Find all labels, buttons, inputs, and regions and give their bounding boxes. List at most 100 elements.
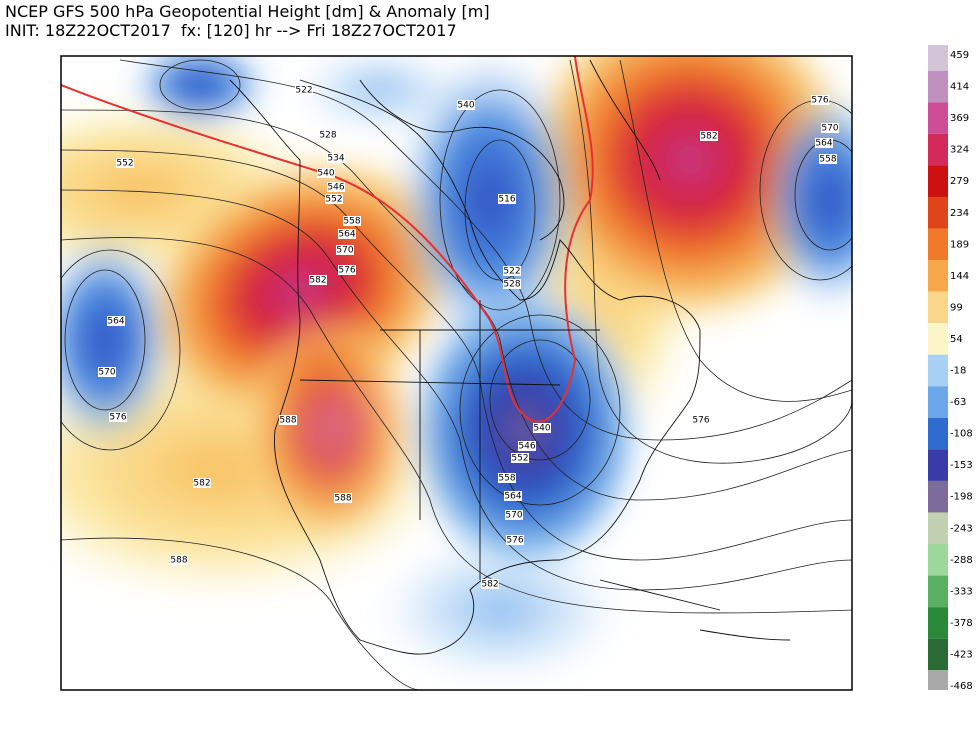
contour-label: 546	[518, 442, 535, 452]
contour-label: 540	[457, 101, 474, 111]
contour-label: 576	[338, 266, 355, 276]
colorbar-box	[928, 607, 948, 639]
contour-label-bg	[511, 453, 529, 463]
colorbar-box	[928, 386, 948, 418]
colorbar-label: 234	[950, 208, 969, 219]
colorbar-box	[928, 70, 948, 103]
contour-label: 582	[481, 580, 498, 590]
contour-label: 552	[325, 195, 342, 205]
colorbar-label: 54	[950, 334, 963, 345]
contour-label: 564	[107, 317, 124, 327]
contour-label: 546	[327, 183, 344, 193]
contour-label: 570	[98, 368, 115, 378]
colorbar-label: -378	[950, 618, 973, 629]
contour-label: 528	[503, 280, 520, 290]
contour-label-bg	[98, 367, 116, 377]
contour-label-bg	[116, 158, 134, 168]
colorbar-box	[928, 291, 948, 324]
contour-label-bg	[692, 415, 710, 425]
contour-label-bg	[819, 154, 837, 164]
title: NCEP GFS 500 hPa Geopotential Height [dm…	[5, 2, 490, 21]
contour-label: 588	[279, 416, 296, 426]
colorbar: 459 414 369 324 279 234 189 144 99 54 -18 -63 -108 -1…	[928, 45, 973, 692]
contour-label-bg	[503, 266, 521, 276]
contour-label-bg	[338, 265, 356, 275]
contour-label-bg	[815, 138, 833, 148]
colorbar-label: 189	[950, 239, 969, 250]
colorbar-box	[928, 575, 948, 608]
colorbar-label: 459	[950, 50, 969, 61]
contour-label: 522	[503, 267, 520, 277]
colorbar-box	[928, 228, 948, 261]
contour-label-bg	[503, 279, 521, 289]
contour-label-bg	[319, 130, 337, 140]
colorbar-box	[928, 670, 948, 690]
colorbar-label: 279	[950, 176, 969, 187]
contour-label: 582	[309, 276, 326, 286]
colorbar-box	[928, 417, 948, 450]
colorbar-box	[928, 638, 948, 671]
contour-label-bg	[506, 535, 524, 545]
contour-label: 576	[109, 413, 126, 423]
colorbar-box	[928, 45, 948, 71]
colorbar-label: -333	[950, 586, 973, 597]
contour-label: 558	[343, 217, 360, 227]
colorbar-box	[928, 512, 948, 545]
contour-label-bg	[193, 478, 211, 488]
contour-label: 570	[336, 246, 353, 256]
colorbar-label: -243	[950, 523, 973, 534]
colorbar-box	[928, 133, 948, 166]
contour-label-bg	[327, 182, 345, 192]
contour-label: 540	[533, 424, 550, 434]
contour-label: 582	[700, 132, 717, 142]
contour-label: 540	[317, 169, 334, 179]
contour-label-bg	[295, 85, 313, 95]
subtitle: INIT: 18Z22OCT2017 fx: [120] hr --> Fri …	[5, 21, 457, 40]
contour-label-bg	[481, 579, 499, 589]
height-contours	[61, 59, 852, 690]
contour-label: 588	[170, 556, 187, 566]
colorbar-box	[928, 354, 948, 387]
colorbar-label: 324	[950, 145, 969, 156]
colorbar-label: 144	[950, 271, 969, 282]
colorbar-label: -423	[950, 649, 973, 660]
contour-label: 528	[319, 131, 336, 141]
contour-label: 552	[116, 159, 133, 169]
contour-label-bg	[504, 491, 522, 501]
contour-label: 576	[506, 536, 523, 546]
contour-label-bg	[811, 95, 829, 105]
colorbar-box	[928, 544, 948, 576]
colorbar-label: -468	[950, 681, 973, 692]
contour-label-bg	[336, 245, 354, 255]
contour-label: 570	[505, 511, 522, 521]
contour-label: 576	[692, 416, 709, 426]
map	[61, 56, 852, 690]
contour-label-bg	[338, 229, 356, 239]
contour-label-bg	[343, 216, 361, 226]
contour-label-bg	[109, 412, 127, 422]
colorbar-label: -288	[950, 555, 973, 566]
colorbar-label: -18	[950, 366, 966, 377]
colorbar-box	[928, 102, 948, 134]
contour-label-bg	[498, 194, 516, 204]
colorbar-label: 369	[950, 113, 969, 124]
contour-label: 564	[815, 139, 832, 149]
colorbar-box	[928, 260, 948, 292]
contour-label: 552	[511, 454, 528, 464]
reference-contour	[61, 56, 594, 423]
colorbar-box	[928, 323, 948, 355]
contour-label-bg	[317, 168, 335, 178]
colorbar-label: -198	[950, 492, 973, 503]
contour-label-bg	[498, 473, 516, 483]
colorbar-box	[928, 196, 948, 229]
colorbar-box	[928, 480, 948, 513]
contour-label-bg	[279, 415, 297, 425]
contour-label: 582	[193, 479, 210, 489]
contour-label-bg	[309, 275, 327, 285]
map-frame	[60, 55, 853, 691]
colorbar-label: -153	[950, 460, 973, 471]
contour-label-bg	[518, 441, 536, 451]
contour-label: 522	[295, 86, 312, 96]
contour-label-bg	[505, 510, 523, 520]
